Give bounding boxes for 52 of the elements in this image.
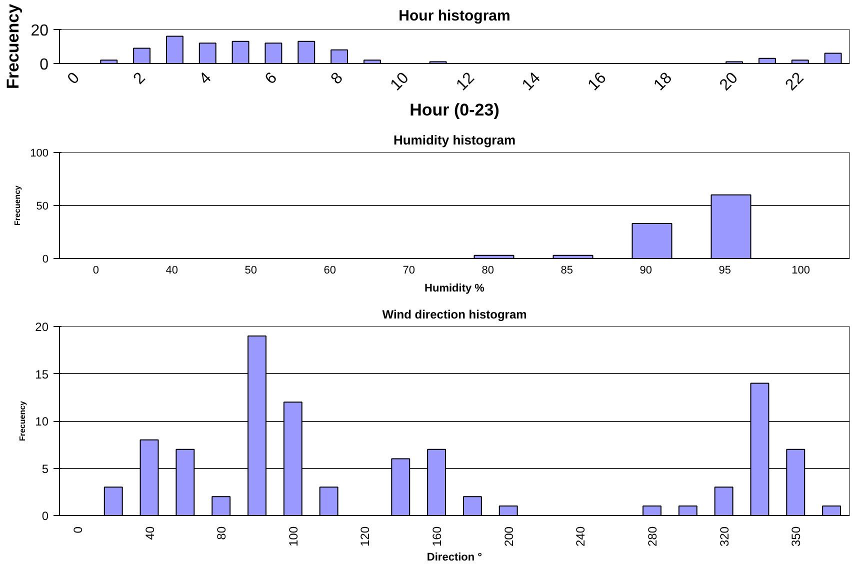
x-tick-label: 70	[402, 264, 416, 276]
x-tick-label: 90	[640, 264, 652, 276]
chart-title: Hour histogram	[398, 8, 510, 24]
y-tick-label: 5	[42, 462, 49, 476]
x-tick-label: 8	[328, 69, 346, 88]
y-axis-title: Frecuency	[4, 3, 23, 90]
x-axis-title: Hour (0-23)	[410, 100, 500, 120]
y-axis-title: Frecuency	[18, 400, 28, 442]
y-tick-label: 0	[42, 509, 49, 523]
x-tick-label: 350	[789, 526, 804, 547]
x-tick-label: 120	[358, 526, 372, 547]
x-tick-label: 22	[782, 69, 808, 94]
y-tick-label: 15	[35, 367, 49, 382]
x-tick-label: 320	[717, 526, 732, 547]
x-tick-label: 200	[502, 526, 516, 547]
x-tick-label: 160	[430, 526, 444, 547]
x-tick-label: 4	[196, 69, 215, 88]
x-axis-title: Humidity %	[424, 282, 485, 294]
x-tick-label: 18	[650, 69, 676, 94]
x-tick-label: 240	[574, 526, 588, 547]
x-tick-label: 0	[70, 526, 85, 534]
x-tick-label: 40	[142, 526, 157, 540]
x-tick-label: 50	[244, 264, 258, 276]
x-tick-label: 80	[482, 264, 494, 276]
x-tick-label: 100	[792, 264, 810, 276]
x-tick-label: 40	[166, 264, 178, 276]
y-tick-label: 50	[36, 200, 49, 212]
y-tick-label: 0	[42, 254, 49, 266]
y-tick-label: 20	[30, 22, 49, 40]
x-tick-label: 12	[453, 69, 478, 94]
x-axis-title: Direction °	[426, 552, 482, 564]
x-tick-label: 95	[718, 264, 732, 276]
y-tick-label: 0	[40, 56, 49, 74]
x-tick-label: 6	[262, 69, 281, 88]
x-tick-label: 0	[92, 264, 100, 276]
chart-title: Wind direction histogram	[382, 308, 527, 322]
y-tick-label: 100	[30, 148, 49, 160]
x-tick-label: 20	[716, 69, 742, 94]
y-axis-title: Frecuency	[13, 184, 22, 226]
x-tick-label: 2	[130, 69, 149, 88]
chart-title: Humidity histogram	[393, 132, 516, 148]
x-tick-label: 60	[324, 264, 336, 276]
x-tick-label: 10	[388, 69, 412, 94]
x-tick-label: 280	[646, 526, 660, 547]
x-tick-label: 0	[64, 69, 84, 88]
x-tick-label: 100	[286, 526, 300, 547]
x-tick-label: 16	[585, 69, 610, 94]
x-tick-label: 80	[214, 526, 229, 540]
x-tick-label: 85	[560, 264, 574, 276]
x-tick-label: 14	[519, 69, 544, 94]
y-tick-label: 20	[35, 320, 49, 334]
y-tick-label: 10	[35, 414, 49, 428]
